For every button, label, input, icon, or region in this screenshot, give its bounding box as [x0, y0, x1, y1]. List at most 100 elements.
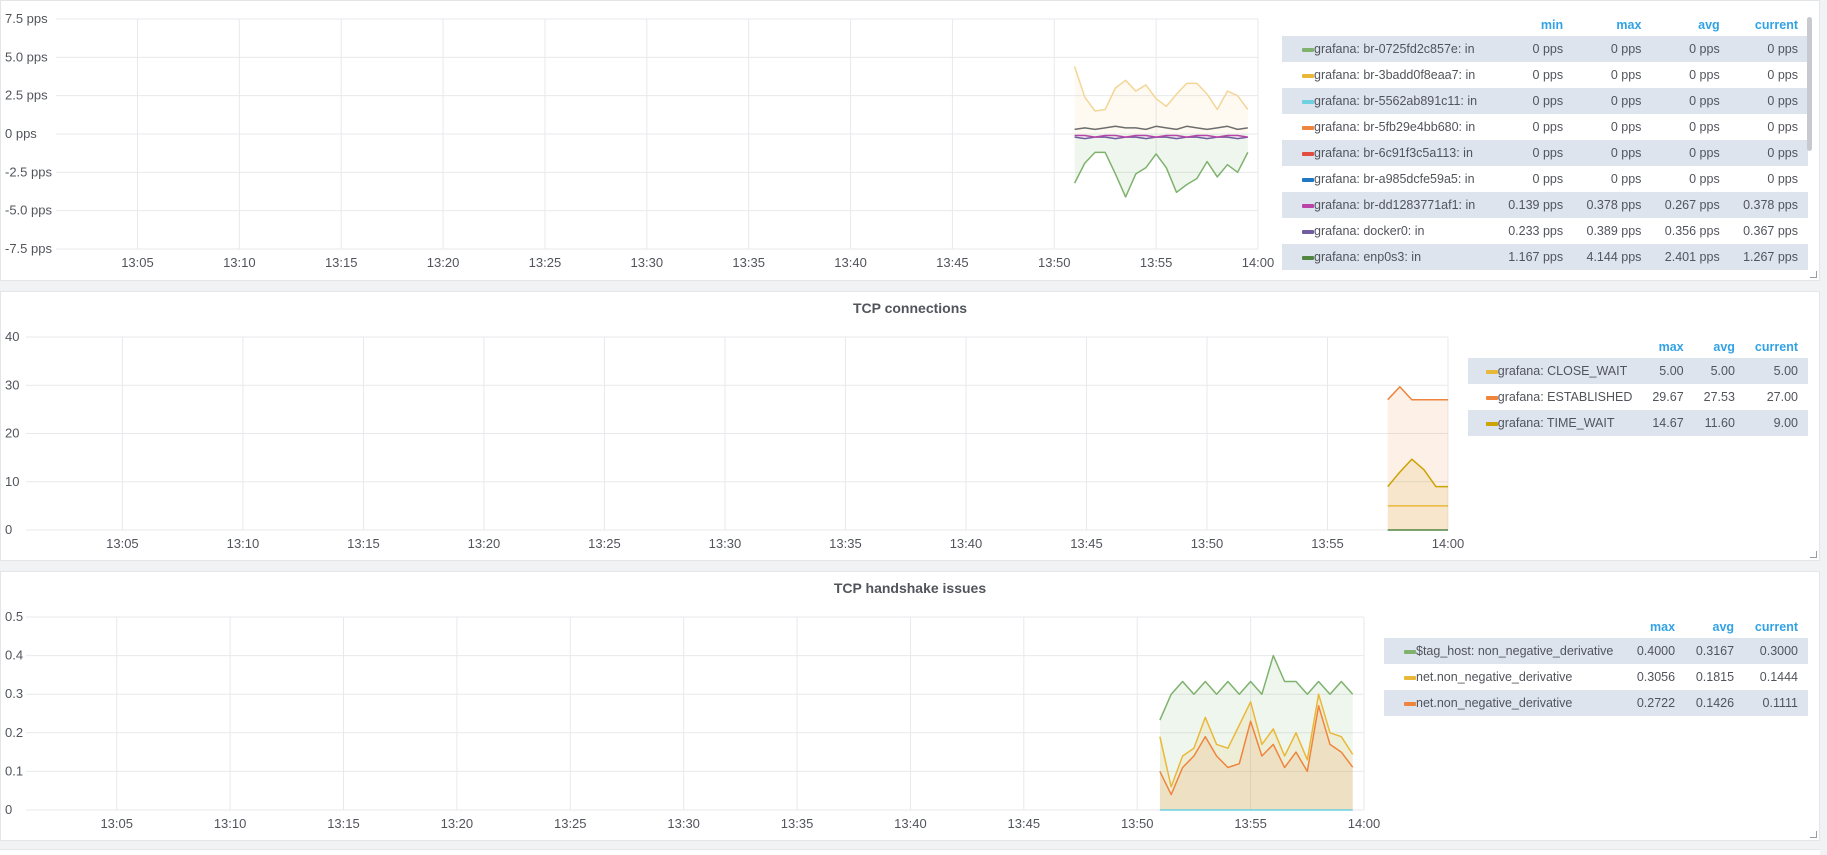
chart-tcp-connections[interactable]: 40 30 20 10 0 13:05 13:10 13:15 13:20 13:25 13:30 1…	[1, 292, 1464, 562]
legend-column-max[interactable]: max	[1616, 18, 1642, 32]
legend-swatch-cell[interactable]	[1468, 358, 1498, 384]
legend-series-name[interactable]: net.non_negative_derivative	[1416, 690, 1627, 716]
series-line-1[interactable]	[1159, 693, 1354, 788]
legend-column-avg[interactable]: avg	[1713, 340, 1735, 354]
series-line-0[interactable]	[1159, 654, 1354, 721]
resize-handle-icon[interactable]	[1810, 831, 1817, 838]
legend-column-max[interactable]: max	[1650, 620, 1676, 634]
series-color-icon[interactable]	[1302, 255, 1314, 260]
legend-swatch-cell[interactable]	[1282, 192, 1314, 218]
legend-row[interactable]: $tag_host: non_negative_derivative 0.4000…	[1384, 638, 1808, 664]
panel-title[interactable]: TCP connections	[852, 300, 968, 316]
legend-row[interactable]: grafana: docker0: in 0.233 pps 0.389 pps 0.…	[1282, 218, 1808, 244]
legend-value-min: 1.167 pps	[1494, 244, 1574, 270]
series-color-icon[interactable]	[1404, 675, 1416, 680]
legend-row[interactable]: grafana: br-5fb29e4bb680: in 0 pps 0 pps 0 …	[1282, 114, 1808, 140]
legend-value-avg: 0.356 pps	[1664, 224, 1720, 238]
resize-handle-icon[interactable]	[1810, 271, 1817, 278]
legend-swatch-cell[interactable]	[1282, 140, 1314, 166]
series-color-icon[interactable]	[1302, 177, 1314, 182]
legend-series-name[interactable]: grafana: TIME_WAIT	[1497, 410, 1643, 436]
legend-swatch-cell[interactable]	[1282, 88, 1314, 114]
series-color-icon[interactable]	[1302, 203, 1314, 208]
legend-row[interactable]: net.non_negative_derivative 0.2722 0.1426 0…	[1384, 690, 1808, 716]
legend-swatch-cell[interactable]	[1384, 690, 1416, 716]
legend-series-name[interactable]: grafana: br-6c91f3c5a113: in	[1314, 140, 1495, 166]
legend-swatch-cell[interactable]	[1282, 36, 1314, 62]
panel-tcp-handshake-issues: TCP handshake issues 0.5 0.4 0.3 0.2 0.1 0 13:…	[0, 571, 1820, 841]
legend-series-name[interactable]: grafana: br-dd1283771af1: in	[1314, 192, 1495, 218]
series-color-icon[interactable]	[1404, 649, 1416, 654]
series-color-icon[interactable]	[1302, 47, 1314, 52]
series-color-icon[interactable]	[1302, 229, 1314, 234]
legend-row[interactable]: grafana: br-5562ab891c11: in 0 pps 0 pps 0 …	[1282, 88, 1808, 114]
legend-series-name[interactable]: grafana: enp0s3: in	[1314, 244, 1495, 270]
y-tick-label: 10	[5, 474, 19, 489]
legend-column-current[interactable]: current	[1754, 620, 1798, 634]
legend-value-avg: 0.1426	[1685, 690, 1745, 716]
legend-column-avg[interactable]: avg	[1712, 620, 1735, 634]
legend-series-name[interactable]: $tag_host: non_negative_derivative	[1416, 638, 1627, 664]
chart-network-packets[interactable]: 7.5 pps 5.0 pps 2.5 pps 0 pps -2.5 pps -5.0 p…	[1, 1, 1274, 282]
series-line-2[interactable]	[1159, 705, 1354, 796]
series-line-1[interactable]	[1387, 458, 1448, 488]
resize-handle-icon[interactable]	[1810, 551, 1817, 558]
series-line-0[interactable]	[1387, 386, 1448, 401]
legend-series-name[interactable]: grafana: br-0725fd2c857e: in	[1314, 36, 1495, 62]
legend-value-current: 0.367 pps	[1743, 224, 1798, 238]
legend-value-min: 0 pps	[1494, 88, 1574, 114]
legend-row[interactable]: grafana: br-0725fd2c857e: in 0 pps 0 pps 0 …	[1282, 36, 1808, 62]
legend-swatch-cell[interactable]	[1282, 62, 1314, 88]
series-line-1[interactable]	[1073, 151, 1249, 198]
legend-swatch-cell[interactable]	[1384, 638, 1416, 664]
legend-row[interactable]: grafana: br-a985dcfe59a5: in 0 pps 0 pps 0 …	[1282, 166, 1808, 192]
series-color-icon[interactable]	[1485, 421, 1498, 426]
legend-series-name[interactable]: grafana: br-5562ab891c11: in	[1314, 88, 1495, 114]
legend-series-name[interactable]: grafana: CLOSE_WAIT	[1497, 358, 1643, 384]
legend-column-min[interactable]: min	[1540, 18, 1564, 32]
series-line-2[interactable]	[1074, 125, 1248, 131]
legend-row[interactable]: grafana: CLOSE_WAIT 5.00 5.00 5.00	[1468, 358, 1808, 384]
legend-column-max[interactable]: max	[1658, 340, 1684, 354]
legend-row[interactable]: grafana: enp0s3: in 1.167 pps 4.144 pps 2.4…	[1282, 244, 1808, 270]
legend-swatch-cell[interactable]	[1282, 166, 1314, 192]
legend-column-current[interactable]: current	[1754, 340, 1798, 354]
legend-series-name[interactable]: grafana: br-a985dcfe59a5: in	[1314, 172, 1475, 186]
series-color-icon[interactable]	[1485, 395, 1498, 400]
legend-value-avg: 0 pps	[1689, 120, 1720, 134]
legend-series-name[interactable]: net.non_negative_derivative	[1416, 670, 1573, 684]
legend-swatch-cell[interactable]	[1282, 114, 1314, 140]
legend-value-current: 1.267 pps	[1729, 244, 1808, 270]
legend-column-current[interactable]: current	[1754, 18, 1798, 32]
panel-title[interactable]: TCP handshake issues	[833, 580, 987, 596]
series-color-icon[interactable]	[1404, 701, 1416, 706]
legend-row[interactable]: grafana: br-6c91f3c5a113: in 0 pps 0 pps 0 …	[1282, 140, 1808, 166]
legend-row[interactable]: grafana: TIME_WAIT 14.67 11.60 9.00	[1468, 410, 1808, 436]
legend-swatch-cell[interactable]	[1468, 410, 1498, 436]
legend-row[interactable]: grafana: br-3badd0f8eaa7: in 0 pps 0 pps 0 …	[1282, 62, 1808, 88]
legend-series-name[interactable]: grafana: docker0: in	[1314, 224, 1425, 238]
x-tick-label: 13:45	[1070, 536, 1103, 551]
legend-scrollbar[interactable]	[1807, 17, 1812, 151]
legend-series-name[interactable]: grafana: br-5fb29e4bb680: in	[1314, 120, 1476, 134]
chart-tcp-handshake-issues[interactable]: 0.5 0.4 0.3 0.2 0.1 0 13:05 13:10 13:15 13:20 13:2…	[1, 572, 1381, 842]
series-line-4[interactable]	[1074, 134, 1248, 138]
legend-column-avg[interactable]: avg	[1698, 18, 1720, 32]
series-color-icon[interactable]	[1302, 151, 1314, 156]
legend-row[interactable]: net.non_negative_derivative 0.3056 0.1815 0…	[1384, 664, 1808, 690]
series-color-icon[interactable]	[1302, 125, 1314, 130]
legend-value-current: 0 pps	[1767, 172, 1798, 186]
series-color-icon[interactable]	[1302, 73, 1314, 78]
legend-row[interactable]: grafana: br-dd1283771af1: in 0.139 pps 0.3…	[1282, 192, 1808, 218]
legend-swatch-cell[interactable]	[1468, 384, 1498, 410]
legend-swatch-cell[interactable]	[1384, 664, 1416, 690]
legend-series-name[interactable]: grafana: ESTABLISHED	[1497, 390, 1633, 404]
legend-value-max: 0.378 pps	[1573, 192, 1652, 218]
series-color-icon[interactable]	[1485, 369, 1498, 374]
legend-swatch-cell[interactable]	[1282, 218, 1314, 244]
legend-series-name[interactable]: grafana: br-3badd0f8eaa7: in	[1314, 68, 1476, 82]
series-line-0[interactable]	[1073, 66, 1249, 112]
series-color-icon[interactable]	[1302, 99, 1314, 104]
legend-row[interactable]: grafana: ESTABLISHED 29.67 27.53 27.00	[1468, 384, 1808, 410]
legend-swatch-cell[interactable]	[1282, 244, 1314, 270]
